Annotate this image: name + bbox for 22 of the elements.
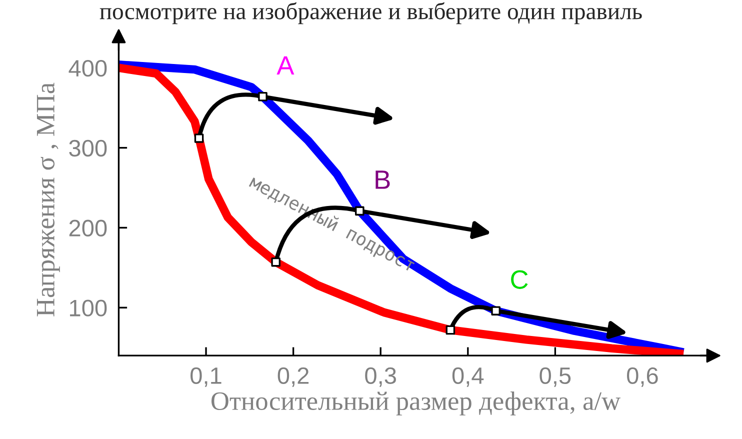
annotation: C [511,270,528,289]
y-tick-label: 200 [69,220,107,237]
y-axis-title: Напряжения σ , МПа [36,82,60,316]
x-tick-label: 0,3 [365,367,396,387]
x-tick-label: 0,2 [278,367,309,387]
chart-title: посмотрите на изображение и выберите один правиль [100,2,642,24]
point [491,306,500,316]
point [355,206,364,216]
annotation: A [276,56,294,75]
x-tick-label: 0,5 [540,367,571,387]
x-axis-title: Относительный размер дефекта, a/w [211,391,620,416]
x-tick-label: 0,1 [190,367,222,387]
point [446,325,456,335]
x-tick-label: 0,6 [626,367,658,387]
y-tick-label: 400 [68,60,107,77]
point [194,134,204,143]
annotation: B [376,170,390,189]
point [258,92,268,102]
point [271,257,280,267]
x-tick-label: 0,4 [452,367,484,387]
y-tick-label: 100 [70,300,107,316]
y-tick-label: 300 [69,140,107,157]
